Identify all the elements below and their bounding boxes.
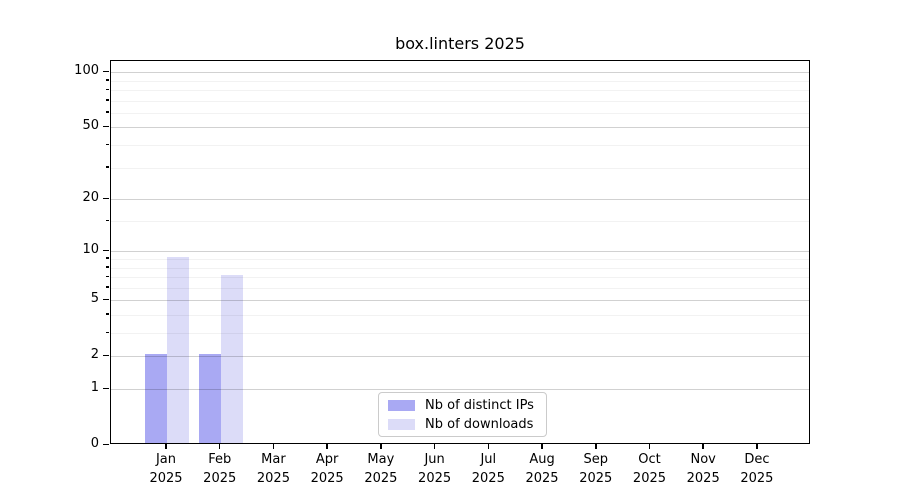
- x-tick-label-jun: Jun 2025: [418, 452, 452, 486]
- legend-swatch-downloads: [388, 418, 415, 430]
- gridline-minor: [111, 333, 809, 334]
- y-tick-minor: [106, 79, 109, 81]
- gridline-minor: [111, 112, 809, 114]
- y-tick-major: [103, 354, 109, 357]
- y-tick-label: 2: [90, 347, 99, 363]
- chart-title: box.linters 2025: [395, 34, 525, 53]
- x-tick: [165, 444, 167, 449]
- grid-layer: [111, 61, 809, 443]
- gridline-minor: [111, 100, 809, 102]
- legend-item-downloads: Nb of downloads: [388, 416, 537, 433]
- y-tick-label: 5: [90, 291, 99, 307]
- x-tick: [595, 444, 597, 449]
- gridline-major: [111, 72, 809, 74]
- y-tick-minor: [106, 219, 109, 222]
- gridline-minor: [111, 277, 809, 279]
- x-tick-label-aug: Aug 2025: [525, 452, 559, 486]
- x-tick-label-dec: Dec 2025: [740, 452, 774, 486]
- x-tick-label-feb: Feb 2025: [203, 452, 237, 486]
- gridline-major: [111, 356, 809, 358]
- y-tick-major: [103, 249, 109, 252]
- plot-area: [110, 60, 810, 444]
- gridline-minor: [111, 221, 809, 223]
- x-tick: [756, 444, 758, 449]
- gridline-minor: [111, 267, 809, 269]
- x-tick: [326, 444, 328, 449]
- y-tick-major: [103, 197, 109, 200]
- y-tick-label: 1: [90, 380, 99, 395]
- y-tick-minor: [106, 88, 109, 90]
- bar-downloads-feb: [220, 275, 243, 443]
- y-tick-label: 100: [74, 63, 99, 79]
- gridline-major: [111, 389, 809, 390]
- y-tick-minor: [106, 99, 109, 101]
- y-tick-label: 10: [82, 242, 99, 258]
- x-tick: [218, 444, 221, 449]
- legend-swatch-distinct-ips: [388, 399, 415, 411]
- y-tick-major: [103, 387, 109, 389]
- gridline-major: [111, 127, 809, 129]
- x-tick: [541, 444, 543, 449]
- gridline-major: [111, 300, 809, 302]
- gridline-minor: [111, 80, 809, 82]
- x-tick-label-oct: Oct 2025: [632, 452, 667, 486]
- bar-downloads-jan: [167, 257, 189, 443]
- y-tick-major: [103, 443, 109, 445]
- legend-item-distinct-ips: Nb of distinct IPs: [388, 397, 537, 414]
- gridline-minor: [111, 167, 809, 169]
- y-tick-minor: [106, 111, 109, 113]
- gridline-major: [111, 199, 809, 201]
- x-tick-label-may: May 2025: [364, 452, 398, 486]
- gridline-minor: [111, 287, 809, 289]
- y-tick-major: [103, 70, 109, 73]
- x-tick: [433, 444, 436, 449]
- y-tick-minor: [106, 166, 109, 168]
- y-tick-minor: [106, 331, 109, 333]
- y-tick-label: 50: [82, 118, 99, 134]
- x-tick-label-apr: Apr 2025: [310, 452, 344, 486]
- gridline-minor: [111, 145, 809, 146]
- y-tick-major: [103, 298, 109, 301]
- bars-layer: [111, 61, 809, 443]
- y-tick-label: 0: [90, 436, 99, 451]
- bar-distinct-ips-feb: [198, 354, 221, 443]
- y-tick-minor: [106, 313, 109, 315]
- gridline-minor: [111, 258, 809, 260]
- x-tick: [272, 444, 275, 449]
- bar-distinct-ips-jan: [145, 354, 167, 443]
- legend-label-downloads: Nb of downloads: [425, 416, 534, 432]
- x-tick: [648, 444, 651, 449]
- x-tick: [702, 444, 704, 449]
- y-tick-major: [103, 125, 109, 128]
- x-tick: [380, 444, 382, 449]
- gridline-major: [111, 251, 809, 253]
- gridline-minor: [111, 314, 809, 316]
- y-tick-minor: [106, 275, 109, 278]
- y-tick-minor: [106, 143, 109, 145]
- y-tick-minor: [106, 266, 109, 268]
- gridline-minor: [111, 90, 809, 91]
- legend: Nb of distinct IPs Nb of downloads: [378, 392, 547, 437]
- x-tick-label-jan: Jan 2025: [149, 452, 183, 486]
- x-tick: [487, 444, 490, 449]
- legend-label-distinct-ips: Nb of distinct IPs: [425, 397, 534, 413]
- x-tick-label-mar: Mar 2025: [256, 452, 290, 486]
- y-tick-minor: [106, 286, 109, 288]
- x-tick-label-jul: Jul 2025: [471, 452, 505, 486]
- x-tick-label-nov: Nov 2025: [686, 452, 720, 486]
- x-tick-label-sep: Sep 2025: [579, 452, 613, 486]
- y-tick-minor: [106, 257, 109, 259]
- y-tick-label: 20: [82, 190, 99, 206]
